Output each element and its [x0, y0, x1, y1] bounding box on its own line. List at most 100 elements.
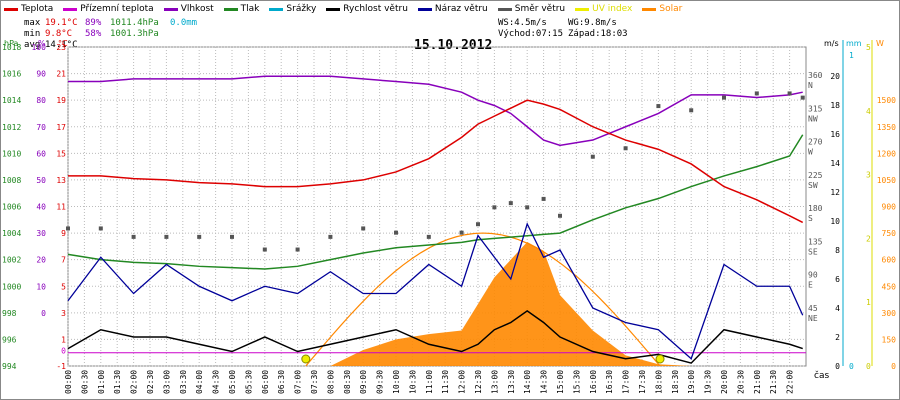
- legend-swatch: [223, 7, 238, 11]
- sun-marker: [655, 354, 665, 364]
- wind-dir-point: [131, 234, 136, 239]
- temp-tick-label: 9: [61, 229, 66, 238]
- temp-axis-unit: °C: [58, 39, 68, 48]
- wind-dir-point: [476, 222, 480, 227]
- x-tick-label: 10:30: [408, 370, 417, 394]
- pct-tick-label: 40: [36, 203, 46, 212]
- x-tick-label: 05:00: [228, 370, 237, 394]
- stat-max-press: 1011.4hPa: [110, 18, 159, 28]
- stat-wg: WG:9.8m/s: [568, 18, 617, 28]
- pct-tick-label: 80: [36, 96, 46, 105]
- x-tick-label: 11:30: [441, 370, 450, 394]
- legend-swatch: [575, 7, 590, 11]
- pct-tick-label: 100: [32, 43, 47, 52]
- hpa-tick-label: 998: [2, 309, 17, 318]
- legend-swatch: [269, 7, 284, 11]
- wind-dir-point: [800, 95, 805, 100]
- x-tick-label: 10:00: [392, 370, 401, 394]
- wind-dir-point: [754, 91, 759, 96]
- hpa-tick-label: 1016: [2, 70, 21, 79]
- ms-tick-label: 10: [830, 217, 840, 226]
- temp-tick-label: 1: [61, 335, 66, 344]
- legend-swatch: [63, 7, 78, 11]
- pct-tick-label: 10: [36, 282, 46, 291]
- ms-axis-unit: m/s: [824, 39, 839, 48]
- pct-axis-unit: %: [38, 39, 46, 48]
- temp-tick-label: 11: [56, 203, 66, 212]
- legend-item: Přízemní teplota: [63, 2, 154, 16]
- x-tick-label: 00:30: [80, 370, 89, 394]
- wind-dir-point: [689, 108, 694, 113]
- wind-dir-point: [361, 226, 366, 231]
- x-tick-label: 06:00: [261, 370, 270, 394]
- hpa-tick-label: 996: [2, 335, 17, 344]
- legend-swatch: [642, 7, 657, 11]
- legend-label: Směr větru: [514, 4, 566, 14]
- wind-dir-point: [197, 234, 202, 239]
- dir-tick-label: 225: [808, 171, 823, 180]
- legend: Teplota Přízemní teplota Vlhkost Tlak Srážky…: [4, 2, 682, 16]
- hpa-tick-label: 1006: [2, 203, 21, 212]
- wind-speed-line: [67, 309, 803, 364]
- x-tick-label: 08:30: [343, 370, 352, 394]
- legend-item: Směr větru: [497, 2, 566, 16]
- wind-dir-point: [558, 213, 562, 218]
- pct-tick-label: 20: [36, 256, 46, 265]
- wind-dir-point: [787, 91, 792, 96]
- x-tick-label: 03:00: [162, 370, 171, 394]
- ms-tick-label: 20: [830, 72, 840, 81]
- legend-label: Srážky: [286, 4, 317, 14]
- uv-tick-label: 5: [866, 43, 871, 52]
- solar-tick-label: 300: [882, 309, 897, 318]
- wind-dir-point: [525, 205, 530, 210]
- legend-item: Teplota: [4, 2, 53, 16]
- hpa-tick-label: 1012: [2, 123, 21, 132]
- stat-min-label: min: [24, 29, 41, 39]
- chart-title: 15.10.2012: [414, 38, 493, 53]
- stat-max-temp: 19.1°C: [45, 18, 78, 28]
- x-tick-label: 07:30: [310, 370, 319, 394]
- ms-tick-label: 8: [835, 246, 840, 255]
- x-tick-label: 18:30: [671, 370, 680, 394]
- wind-dir-point: [656, 104, 661, 109]
- wind-dir-point: [66, 226, 70, 231]
- x-tick-label: 09:00: [359, 370, 368, 394]
- wind-dir-point: [508, 201, 513, 206]
- legend-item: Solar: [642, 2, 682, 16]
- stat-max-label: max: [24, 18, 41, 28]
- x-tick-label: 03:30: [179, 370, 188, 394]
- legend-swatch: [163, 7, 178, 11]
- legend-label: Tlak: [240, 4, 260, 14]
- pct-tick-label: 70: [36, 123, 46, 132]
- x-tick-label: 01:00: [97, 370, 106, 394]
- stat-ws: WS:4.5m/s: [498, 18, 547, 28]
- wind-dir-point: [590, 154, 595, 159]
- x-tick-label: 00:00: [64, 370, 73, 394]
- x-tick-label: 01:30: [113, 370, 122, 394]
- x-tick-label: 22:00: [786, 370, 795, 394]
- wind-dir-point: [164, 234, 169, 239]
- temp-tick-label: 23: [56, 43, 66, 52]
- temp-tick-label: 17: [56, 123, 66, 132]
- temp-tick-label: -1: [56, 362, 66, 371]
- legend-swatch: [326, 7, 341, 11]
- hpa-tick-label: 1014: [2, 96, 21, 105]
- legend-item: UV index: [575, 2, 632, 16]
- temp-tick-label: 21: [56, 70, 66, 79]
- wind-dir-point: [262, 247, 267, 252]
- zero-tick-label: 0: [61, 346, 66, 355]
- temp-tick-label: 3: [61, 309, 66, 318]
- stat-min-temp: 9.8°C: [45, 29, 73, 39]
- ms-tick-label: 4: [835, 304, 840, 313]
- x-tick-label: 20:30: [736, 370, 745, 394]
- pct-tick-label: 30: [36, 229, 46, 238]
- x-tick-label: 16:00: [589, 370, 598, 394]
- wind-gust-line: [67, 222, 804, 360]
- x-tick-label: 09:30: [376, 370, 385, 394]
- hpa-tick-label: 1008: [2, 176, 21, 185]
- x-tick-label: 17:30: [638, 370, 647, 394]
- wind-dir-point: [230, 234, 234, 239]
- uv-tick-label: 0: [866, 362, 871, 371]
- x-tick-label: 15:30: [572, 370, 581, 394]
